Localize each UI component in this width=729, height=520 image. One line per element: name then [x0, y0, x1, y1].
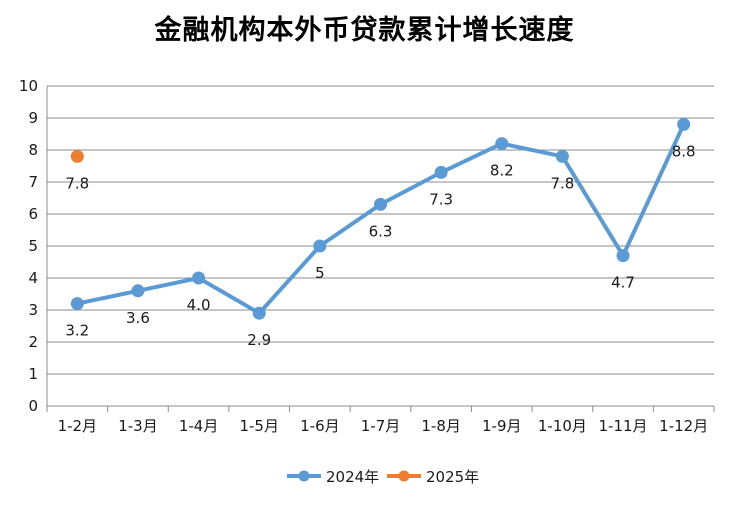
data-point: [495, 137, 509, 151]
y-tick-label: 4: [28, 269, 38, 287]
data-point: [252, 306, 266, 320]
x-tick-label: 1-11月: [599, 417, 648, 435]
data-label: 2.9: [247, 331, 271, 349]
y-tick-label: 5: [28, 237, 38, 255]
legend-label: 2024年: [326, 468, 379, 486]
y-tick-label: 10: [19, 77, 38, 95]
x-tick-label: 1-4月: [179, 417, 219, 435]
y-tick-label: 2: [28, 333, 38, 351]
y-tick-label: 8: [28, 141, 38, 159]
data-point: [374, 197, 387, 211]
data-label: 7.3: [429, 190, 453, 208]
y-tick-label: 7: [28, 173, 38, 191]
legend-swatch-marker: [298, 470, 310, 482]
x-tick-label: 1-6月: [300, 417, 340, 435]
data-label: 3.2: [65, 322, 89, 340]
data-label: 3.6: [126, 309, 150, 327]
x-tick-label: 1-5月: [239, 417, 279, 435]
data-point: [434, 165, 448, 179]
x-tick-label: 1-8月: [421, 417, 461, 435]
x-tick-label: 1-9月: [482, 417, 522, 435]
data-label: 8.2: [490, 162, 514, 180]
series-line: [75, 122, 686, 316]
x-tick-label: 1-10月: [538, 417, 587, 435]
y-tick-label: 6: [28, 205, 38, 223]
x-tick-label: 1-2月: [58, 417, 98, 435]
x-tick-label: 1-12月: [659, 417, 708, 435]
data-point: [555, 149, 569, 163]
y-tick-label: 3: [28, 301, 38, 319]
data-label: 5: [315, 264, 325, 282]
chart-title: 金融机构本外币贷款累计增长速度: [154, 15, 575, 46]
data-point: [131, 284, 145, 298]
data-label: 4.7: [611, 274, 635, 292]
x-tick-label: 1-3月: [118, 417, 158, 435]
data-point: [313, 239, 327, 253]
y-tick-label: 0: [28, 397, 38, 415]
data-label: 8.8: [672, 142, 696, 160]
legend-swatch-marker: [398, 470, 410, 482]
data-point: [70, 297, 84, 311]
data-label: 4.0: [187, 296, 211, 314]
x-tick-label: 1-7月: [361, 417, 401, 435]
data-point: [616, 249, 630, 263]
legend-label: 2025年: [426, 468, 479, 486]
data-point: [192, 271, 206, 285]
y-tick-label: 1: [28, 365, 38, 383]
data-label: 7.8: [65, 174, 89, 192]
data-point: [70, 149, 84, 163]
data-label: 6.3: [369, 222, 393, 240]
data-label: 7.8: [550, 174, 574, 192]
y-tick-label: 9: [28, 109, 38, 127]
data-point: [677, 117, 691, 131]
